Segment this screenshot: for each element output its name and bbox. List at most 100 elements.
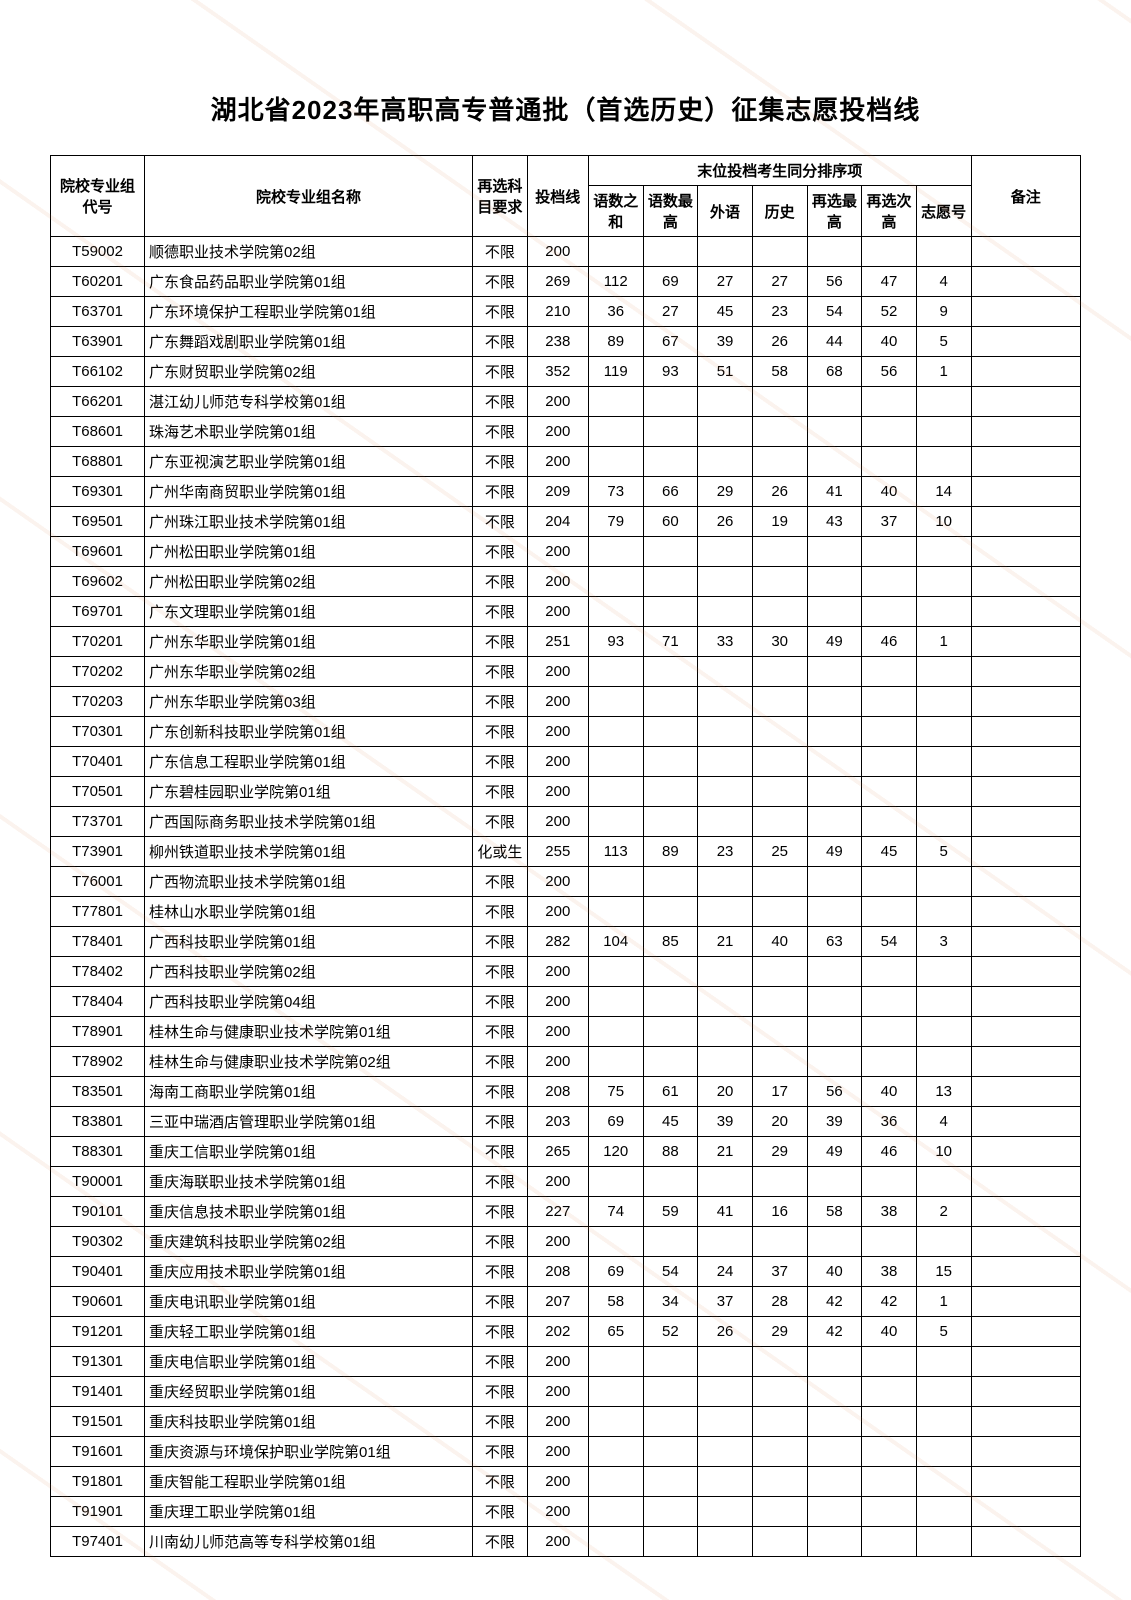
cell-line: 200 xyxy=(527,1437,588,1467)
cell-s2: 85 xyxy=(643,927,698,957)
table-row: T66102广东财贸职业学院第02组不限35211993515868561 xyxy=(51,357,1081,387)
table-row: T91301重庆电信职业学院第01组不限200 xyxy=(51,1347,1081,1377)
cell-s6: 40 xyxy=(862,327,917,357)
cell-req: 不限 xyxy=(473,1467,528,1497)
cell-s2: 89 xyxy=(643,837,698,867)
cell-s7 xyxy=(916,807,971,837)
cell-code: T78902 xyxy=(51,1047,145,1077)
cell-s6 xyxy=(862,567,917,597)
cell-s1 xyxy=(588,867,643,897)
cell-s2 xyxy=(643,1497,698,1527)
cell-s5 xyxy=(807,657,862,687)
cell-s4: 58 xyxy=(752,357,807,387)
table-row: T63701广东环境保护工程职业学院第01组不限2103627452354529 xyxy=(51,297,1081,327)
cell-s2: 54 xyxy=(643,1257,698,1287)
cell-s7: 10 xyxy=(916,507,971,537)
table-row: T59002顺德职业技术学院第02组不限200 xyxy=(51,237,1081,267)
cell-name: 重庆轻工职业学院第01组 xyxy=(145,1317,473,1347)
cell-note xyxy=(971,897,1080,927)
cell-s2 xyxy=(643,777,698,807)
cell-s1: 74 xyxy=(588,1197,643,1227)
cell-s1 xyxy=(588,237,643,267)
cell-s2: 88 xyxy=(643,1137,698,1167)
cell-code: T90101 xyxy=(51,1197,145,1227)
cell-name: 重庆资源与环境保护职业学院第01组 xyxy=(145,1437,473,1467)
cell-note xyxy=(971,1107,1080,1137)
cell-s3 xyxy=(698,237,753,267)
cell-line: 200 xyxy=(527,237,588,267)
cell-s4 xyxy=(752,1047,807,1077)
th-s4: 历史 xyxy=(752,186,807,237)
cell-line: 200 xyxy=(527,1407,588,1437)
cell-note xyxy=(971,957,1080,987)
cell-s6 xyxy=(862,867,917,897)
cell-code: T91801 xyxy=(51,1467,145,1497)
cell-s5: 49 xyxy=(807,627,862,657)
cell-s7: 1 xyxy=(916,1287,971,1317)
cell-s6 xyxy=(862,717,917,747)
cell-line: 200 xyxy=(527,1047,588,1077)
table-row: T90101重庆信息技术职业学院第01组不限2277459411658382 xyxy=(51,1197,1081,1227)
cell-s2 xyxy=(643,237,698,267)
cell-s5: 49 xyxy=(807,837,862,867)
cell-code: T59002 xyxy=(51,237,145,267)
cell-line: 200 xyxy=(527,1167,588,1197)
cell-req: 不限 xyxy=(473,387,528,417)
cell-req: 不限 xyxy=(473,1047,528,1077)
cell-req: 不限 xyxy=(473,1347,528,1377)
cell-s3 xyxy=(698,657,753,687)
cell-s3 xyxy=(698,1527,753,1557)
cell-code: T63901 xyxy=(51,327,145,357)
cell-note xyxy=(971,507,1080,537)
cell-name: 海南工商职业学院第01组 xyxy=(145,1077,473,1107)
cell-req: 不限 xyxy=(473,1227,528,1257)
cell-req: 不限 xyxy=(473,627,528,657)
cell-note xyxy=(971,987,1080,1017)
cell-note xyxy=(971,1257,1080,1287)
cell-code: T68601 xyxy=(51,417,145,447)
cell-s3: 41 xyxy=(698,1197,753,1227)
cell-s2 xyxy=(643,657,698,687)
cell-code: T91901 xyxy=(51,1497,145,1527)
cell-s7 xyxy=(916,867,971,897)
cell-req: 不限 xyxy=(473,597,528,627)
cell-line: 203 xyxy=(527,1107,588,1137)
cell-s2 xyxy=(643,597,698,627)
cell-line: 200 xyxy=(527,1347,588,1377)
cell-s7 xyxy=(916,237,971,267)
cell-s7 xyxy=(916,1017,971,1047)
cell-s4 xyxy=(752,717,807,747)
cell-note xyxy=(971,417,1080,447)
cell-s1: 65 xyxy=(588,1317,643,1347)
cell-req: 不限 xyxy=(473,1497,528,1527)
cell-code: T66201 xyxy=(51,387,145,417)
cell-s5 xyxy=(807,387,862,417)
cell-s1: 93 xyxy=(588,627,643,657)
cell-req: 不限 xyxy=(473,717,528,747)
cell-s7 xyxy=(916,657,971,687)
cell-line: 204 xyxy=(527,507,588,537)
cell-code: T69602 xyxy=(51,567,145,597)
cell-s6: 47 xyxy=(862,267,917,297)
cell-s3 xyxy=(698,1467,753,1497)
cell-line: 200 xyxy=(527,1527,588,1557)
th-code: 院校专业组代号 xyxy=(51,156,145,237)
cell-s1: 58 xyxy=(588,1287,643,1317)
cell-s7 xyxy=(916,1527,971,1557)
cell-s2 xyxy=(643,1467,698,1497)
cell-code: T70501 xyxy=(51,777,145,807)
cell-name: 广州东华职业学院第01组 xyxy=(145,627,473,657)
cell-note xyxy=(971,777,1080,807)
cell-note xyxy=(971,717,1080,747)
cell-s6 xyxy=(862,537,917,567)
cell-s3: 37 xyxy=(698,1287,753,1317)
cell-s6 xyxy=(862,987,917,1017)
table-row: T90601重庆电讯职业学院第01组不限2075834372842421 xyxy=(51,1287,1081,1317)
cell-s4 xyxy=(752,657,807,687)
cell-s4 xyxy=(752,1437,807,1467)
cell-code: T73701 xyxy=(51,807,145,837)
cell-req: 不限 xyxy=(473,927,528,957)
cell-req: 不限 xyxy=(473,1197,528,1227)
cell-s1 xyxy=(588,417,643,447)
cell-name: 广西国际商务职业技术学院第01组 xyxy=(145,807,473,837)
